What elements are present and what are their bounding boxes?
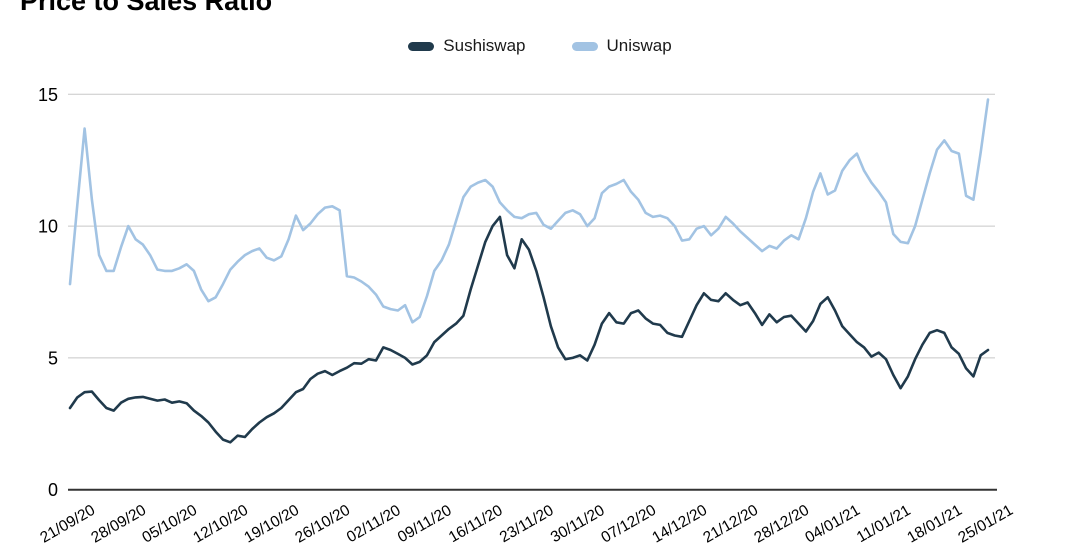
x-axis-tick-label-26-10-20: 26/10/20 bbox=[292, 501, 353, 546]
x-axis-tick-label-05-10-20: 05/10/20 bbox=[139, 501, 200, 546]
x-axis-tick-label-14-12-20: 14/12/20 bbox=[649, 501, 710, 546]
uniswap-legend-swatch-icon bbox=[571, 41, 598, 51]
x-axis-tick-label-04-01-21: 04/01/21 bbox=[802, 502, 863, 547]
legend-label-sushiswap: Sushiswap bbox=[443, 36, 526, 55]
x-axis-tick-label-25-01-21: 25/01/21 bbox=[955, 502, 1016, 547]
x-axis-tick-label-23-11-20: 23/11/20 bbox=[497, 502, 557, 547]
y-axis-tick-label-5: 5 bbox=[48, 348, 58, 368]
x-axis-tick-label-02-11-20: 02/11/20 bbox=[344, 502, 404, 547]
x-axis-tick-label-12-10-20: 12/10/20 bbox=[190, 501, 251, 546]
x-axis-tick-label-11-01-21: 11/01/21 bbox=[854, 502, 914, 546]
series-line-uniswap[interactable] bbox=[68, 98, 990, 324]
x-axis-tick-label-21-12-20: 21/12/20 bbox=[700, 501, 761, 546]
chart-title: Price to Sales Ratio bbox=[20, 0, 273, 16]
x-axis-tick-label-07-12-20: 07/12/20 bbox=[598, 501, 659, 546]
y-axis-tick-label-10: 10 bbox=[38, 217, 58, 237]
x-axis-tick-label-09-11-20: 09/11/20 bbox=[395, 502, 455, 547]
x-axis-tick-label-18-01-21: 18/01/21 bbox=[904, 502, 965, 547]
legend-item-uniswap[interactable]: Uniswap bbox=[571, 36, 672, 56]
x-axis-tick-label-28-09-20: 28/09/20 bbox=[88, 501, 149, 546]
y-axis-tick-label-15: 15 bbox=[38, 85, 58, 105]
chart-legend: Sushiswap Uniswap bbox=[0, 36, 1080, 56]
legend-label-uniswap: Uniswap bbox=[606, 36, 672, 55]
x-axis-tick-label-30-11-20: 30/11/20 bbox=[548, 502, 608, 547]
y-axis-tick-label-0: 0 bbox=[48, 480, 58, 500]
sushiswap-legend-swatch-icon bbox=[408, 41, 435, 51]
legend-item-sushiswap[interactable]: Sushiswap bbox=[408, 36, 526, 56]
x-axis-tick-label-28-12-20: 28/12/20 bbox=[751, 501, 812, 546]
x-axis-tick-label-19-10-20: 19/10/20 bbox=[241, 501, 302, 546]
x-axis-tick-label-21-09-20: 21/09/20 bbox=[37, 501, 98, 546]
x-axis-tick-label-16-11-20: 16/11/20 bbox=[446, 502, 506, 547]
series-line-sushiswap[interactable] bbox=[68, 215, 990, 444]
